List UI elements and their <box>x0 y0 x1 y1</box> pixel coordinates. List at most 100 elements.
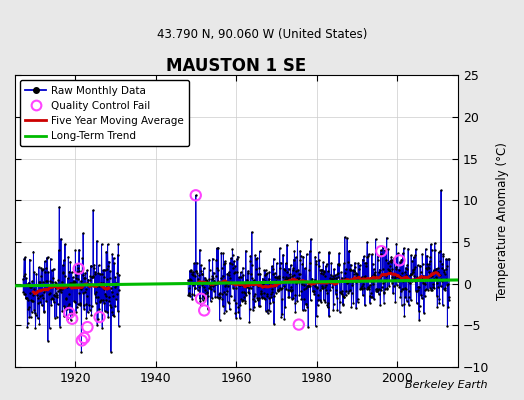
Point <box>64 254 72 260</box>
Point <box>256 291 265 297</box>
Point <box>337 275 346 281</box>
Point <box>375 286 384 292</box>
Point <box>32 282 41 288</box>
Point <box>431 247 439 253</box>
Point <box>403 266 412 272</box>
Point <box>85 307 94 314</box>
Point <box>443 256 452 262</box>
Point <box>107 304 115 310</box>
Point <box>400 245 408 251</box>
Point <box>25 304 34 310</box>
Point <box>351 268 359 275</box>
Point <box>401 293 410 300</box>
Point <box>302 300 310 307</box>
Point <box>261 278 269 284</box>
Point <box>350 268 358 274</box>
Point <box>257 294 266 301</box>
Point <box>99 280 107 286</box>
Point <box>220 310 228 316</box>
Point <box>398 286 406 292</box>
Point <box>284 294 292 300</box>
Point <box>37 267 46 273</box>
Point <box>387 254 396 260</box>
Point <box>386 258 394 265</box>
Point <box>417 277 425 283</box>
Point <box>82 314 91 321</box>
Point <box>431 275 440 281</box>
Point <box>351 260 359 266</box>
Point <box>420 310 428 316</box>
Point <box>293 238 302 244</box>
Point <box>385 283 393 289</box>
Point <box>204 293 212 300</box>
Point <box>294 277 302 284</box>
Point <box>71 247 80 254</box>
Point <box>422 285 431 292</box>
Point <box>188 291 196 297</box>
Point <box>270 321 278 327</box>
Point <box>319 284 327 291</box>
Point <box>107 289 116 295</box>
Point <box>103 265 112 272</box>
Point <box>376 274 384 280</box>
Point <box>73 301 82 307</box>
Point <box>231 310 239 316</box>
Point <box>214 244 223 251</box>
Point <box>69 280 78 286</box>
Point <box>275 273 283 279</box>
Point <box>310 290 319 297</box>
Point <box>358 285 366 292</box>
Point <box>413 262 422 268</box>
Point <box>318 285 326 291</box>
Point <box>296 292 304 298</box>
Point <box>262 271 270 277</box>
Point <box>190 260 198 267</box>
Point <box>225 300 234 306</box>
Point <box>90 265 99 271</box>
Point <box>230 270 238 276</box>
Point <box>300 296 308 302</box>
Point <box>436 283 445 290</box>
Point <box>26 284 35 291</box>
Point <box>114 308 122 315</box>
Point <box>289 294 297 301</box>
Point <box>277 259 285 266</box>
Point <box>235 281 244 287</box>
Point <box>399 286 408 292</box>
Point <box>75 289 84 296</box>
Point <box>333 294 341 301</box>
Point <box>444 281 453 288</box>
Point <box>321 299 330 306</box>
Point <box>69 279 77 285</box>
Point <box>217 250 225 256</box>
Point <box>422 265 430 272</box>
Point <box>398 302 406 308</box>
Point <box>221 283 229 289</box>
Point <box>255 303 263 310</box>
Point <box>333 271 341 278</box>
Point <box>78 268 86 274</box>
Point <box>379 290 388 296</box>
Point <box>302 284 310 291</box>
Point <box>421 292 429 299</box>
Point <box>27 283 36 290</box>
Point <box>59 303 68 310</box>
Point <box>380 289 388 296</box>
Point <box>45 283 53 290</box>
Point <box>326 287 334 294</box>
Point <box>277 286 285 293</box>
Point <box>68 269 76 275</box>
Point <box>328 284 336 290</box>
Point <box>88 303 96 309</box>
Point <box>233 279 242 286</box>
Point <box>219 250 227 257</box>
Point <box>106 285 115 291</box>
Point <box>430 267 438 273</box>
Point <box>40 309 48 316</box>
Point <box>318 282 326 289</box>
Point <box>208 295 216 301</box>
Point <box>361 302 369 308</box>
Point <box>89 274 97 280</box>
Point <box>283 241 291 248</box>
Point <box>402 286 411 292</box>
